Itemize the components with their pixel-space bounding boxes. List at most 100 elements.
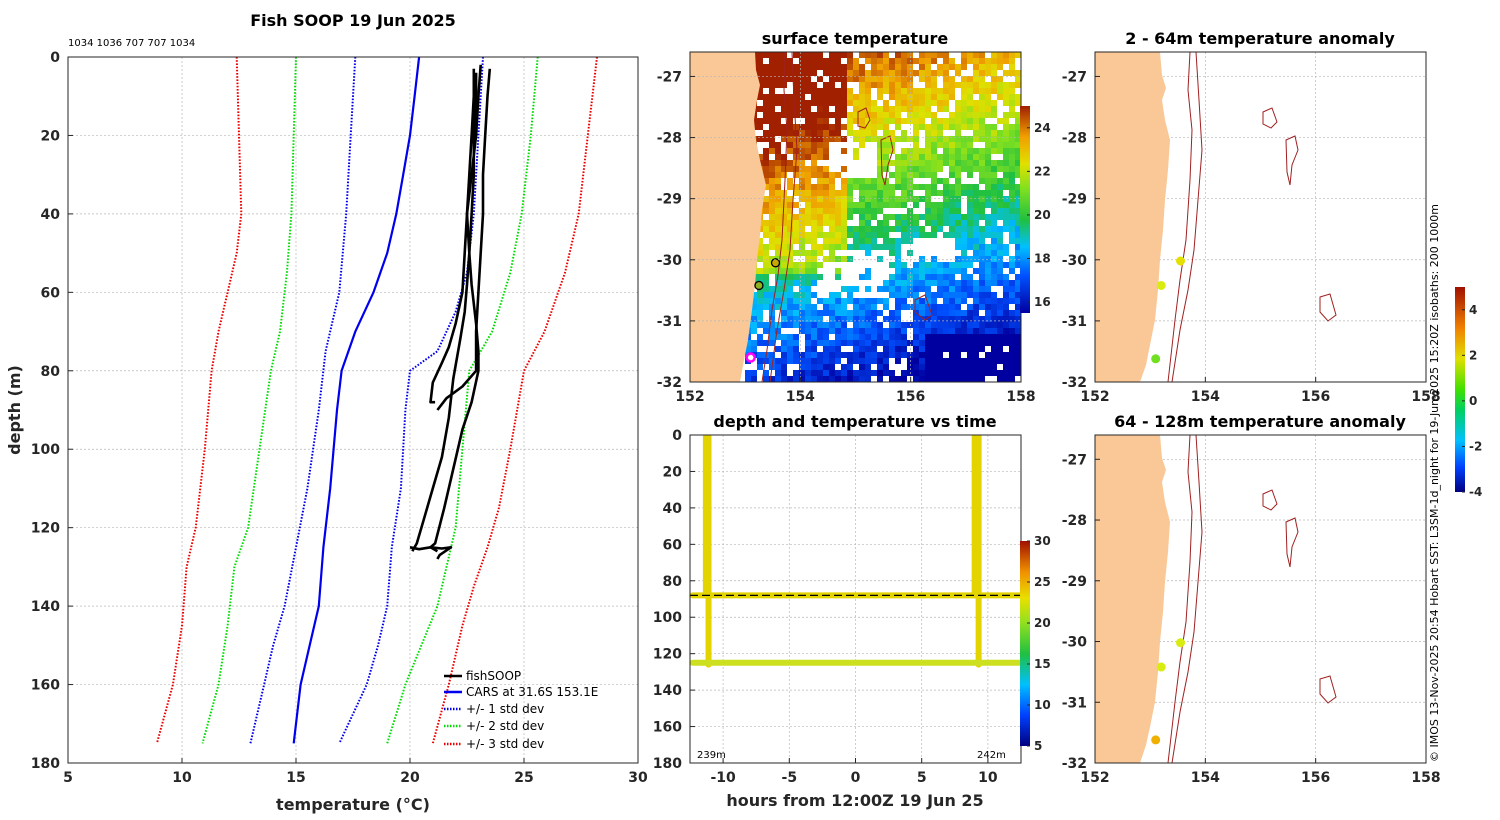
sst-cell	[937, 262, 943, 268]
sst-cell	[805, 82, 811, 88]
sst-cell	[895, 298, 901, 304]
sst-cell	[1009, 208, 1015, 214]
sst-cell	[907, 64, 913, 70]
sst-cell	[877, 118, 883, 124]
sst-cell	[955, 376, 961, 382]
sst-cell	[979, 148, 985, 154]
sst-cell	[865, 250, 871, 256]
sst-cell	[781, 238, 787, 244]
sst-cell	[961, 106, 967, 112]
sst-cell	[763, 298, 769, 304]
sst-cell	[913, 166, 919, 172]
sst-cell	[985, 136, 991, 142]
sst-cell	[949, 328, 955, 334]
sst-cell	[847, 94, 853, 100]
sst-cell	[769, 58, 775, 64]
sst-cell	[793, 76, 799, 82]
sst-cell	[919, 88, 925, 94]
sst-cell	[1003, 322, 1009, 328]
sst-cell	[1009, 364, 1015, 370]
sst-cell	[961, 148, 967, 154]
sst-cell	[979, 166, 985, 172]
sst-cell	[853, 64, 859, 70]
sst-cell	[955, 136, 961, 142]
sst-cell	[817, 184, 823, 190]
sst-cell	[901, 328, 907, 334]
sst-cell	[949, 292, 955, 298]
ytick-label: -30	[1062, 635, 1088, 651]
sst-cell	[889, 88, 895, 94]
sst-cell	[1015, 154, 1021, 160]
sst-cell	[943, 76, 949, 82]
sst-cell	[1009, 238, 1015, 244]
sst-cell	[787, 178, 793, 184]
sst-cell	[877, 76, 883, 82]
sst-cell	[859, 220, 865, 226]
sst-cell	[787, 358, 793, 364]
sst-cell	[907, 214, 913, 220]
sst-cell	[1015, 136, 1021, 142]
sst-cell	[853, 346, 859, 352]
sst-cell	[841, 256, 847, 262]
sst-cell	[853, 112, 859, 118]
sst-cell	[799, 184, 805, 190]
sst-cell	[901, 166, 907, 172]
sst-cell	[925, 292, 931, 298]
sst-cell	[763, 70, 769, 76]
sst-cell	[985, 316, 991, 322]
sst-cell	[901, 70, 907, 76]
sst-cell	[973, 328, 979, 334]
sst-cell	[919, 112, 925, 118]
timeseries-title: depth and temperature vs time	[713, 412, 996, 431]
sst-cell	[979, 58, 985, 64]
sst-cell	[853, 358, 859, 364]
sst-cell	[985, 94, 991, 100]
sst-cell	[955, 130, 961, 136]
sst-cell	[841, 334, 847, 340]
ytick-label: -29	[1062, 192, 1087, 208]
sst-cell	[853, 226, 859, 232]
sst-cell	[835, 64, 841, 70]
sst-cell	[967, 76, 973, 82]
sst-cell	[763, 148, 769, 154]
sst-cell	[979, 292, 985, 298]
sst-cell	[781, 232, 787, 238]
sst-cell	[943, 304, 949, 310]
ytick-label: 120	[653, 647, 682, 663]
sst-cell	[847, 292, 853, 298]
sst-cell	[907, 52, 913, 58]
sst-cell	[763, 358, 769, 364]
sst-cell	[781, 172, 787, 178]
sst-cell	[829, 82, 835, 88]
sst-cell	[775, 358, 781, 364]
sst-cell	[853, 376, 859, 382]
sst-cell	[763, 268, 769, 274]
sst-cell	[961, 88, 967, 94]
sst-cell	[955, 112, 961, 118]
sst-cell	[889, 376, 895, 382]
sst-cell	[805, 304, 811, 310]
sst-cell	[889, 250, 895, 256]
sst-cell	[949, 352, 955, 358]
profile-legend: fishSOOP CARS at 31.6S 153.1E +/- 1 std …	[444, 669, 598, 751]
sst-cell	[925, 340, 931, 346]
sst-cell	[985, 172, 991, 178]
sst-cell	[949, 346, 955, 352]
sst-cell	[937, 64, 943, 70]
sst-cell	[835, 52, 841, 58]
sst-cell	[925, 370, 931, 376]
sst-cell	[985, 214, 991, 220]
sst-cell	[985, 292, 991, 298]
sst-cell	[931, 136, 937, 142]
sst-cell	[895, 220, 901, 226]
sst-cell	[889, 352, 895, 358]
sst-cell	[961, 322, 967, 328]
sst-cell	[817, 190, 823, 196]
sst-cell	[937, 334, 943, 340]
sst-cell	[967, 352, 973, 358]
sst-cell	[865, 76, 871, 82]
sst-land	[690, 52, 766, 382]
sst-cell	[895, 112, 901, 118]
sst-cell	[961, 292, 967, 298]
sst-cell	[1015, 82, 1021, 88]
